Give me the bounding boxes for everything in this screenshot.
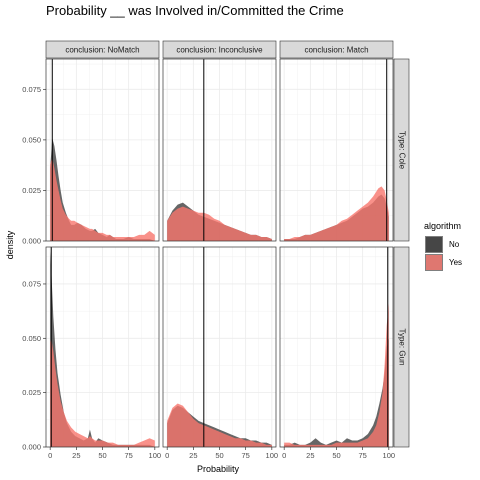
- density-area-yes: [284, 186, 389, 241]
- density-area-yes: [50, 338, 155, 447]
- y-tick-label: 0.000: [22, 443, 41, 452]
- legend-swatch-yes: [426, 255, 442, 270]
- y-tick-label: 0.025: [22, 388, 41, 397]
- column-strip-label: conclusion: NoMatch: [65, 46, 139, 55]
- x-tick-label: 25: [189, 451, 197, 460]
- panel-border: [279, 58, 394, 242]
- x-tick-label: 25: [306, 451, 314, 460]
- x-tick-label: 0: [48, 451, 52, 460]
- legend: algorithm No Yes: [424, 221, 462, 271]
- legend-swatch-no: [426, 237, 442, 252]
- y-tick-label: 0.075: [22, 85, 41, 94]
- legend-title: algorithm: [424, 221, 461, 231]
- column-strip: [162, 40, 277, 59]
- y-tick-label: 0.025: [22, 186, 41, 195]
- x-tick-label: 75: [241, 451, 249, 460]
- x-axis-title: Probability: [197, 464, 240, 474]
- row-strip: [393, 58, 410, 242]
- facet-panel: [45, 58, 160, 242]
- x-tick-label: 25: [72, 451, 80, 460]
- y-tick-label: 0.000: [22, 237, 41, 246]
- legend-label-no: No: [449, 240, 460, 249]
- row-strip-label: Type: Gun: [397, 329, 406, 366]
- density-area-yes: [50, 158, 155, 241]
- density-area-yes: [167, 403, 272, 447]
- column-strip-label: conclusion: Match: [304, 46, 368, 55]
- density-area-yes: [284, 303, 389, 447]
- column-strip-label: conclusion: Inconclusive: [176, 46, 263, 55]
- x-tick-label: 100: [149, 451, 162, 460]
- axes-layer: 0.000 0.025 0.050 0.075 0.000 0.025 0.050 0.075…: [22, 85, 395, 460]
- facet-panel: [45, 246, 160, 448]
- x-tick-label: 75: [358, 451, 366, 460]
- y-tick-label: 0.050: [22, 135, 41, 144]
- y-axis-title: density: [5, 230, 15, 259]
- panel-border: [45, 58, 160, 242]
- facet-panel: [162, 246, 277, 448]
- panel-border: [162, 58, 277, 242]
- x-tick-label: 100: [383, 451, 396, 460]
- column-strip: [45, 40, 160, 59]
- x-tick-label: 50: [215, 451, 223, 460]
- facet-panel: [162, 58, 277, 242]
- facet-panel: [279, 58, 394, 242]
- column-strip: [279, 40, 394, 59]
- row-strip-label: Type: Cole: [397, 131, 406, 170]
- x-tick-label: 75: [124, 451, 132, 460]
- x-tick-label: 0: [282, 451, 286, 460]
- facet-panel: [279, 246, 394, 448]
- x-tick-label: 50: [98, 451, 106, 460]
- panels-layer: conclusion: NoMatch conclusion: Inconclus…: [45, 40, 410, 448]
- y-tick-label: 0.075: [22, 279, 41, 288]
- legend-label-yes: Yes: [449, 258, 462, 267]
- x-tick-label: 0: [165, 451, 169, 460]
- density-area-yes: [167, 206, 272, 241]
- x-tick-label: 100: [266, 451, 279, 460]
- x-tick-label: 50: [332, 451, 340, 460]
- y-tick-label: 0.050: [22, 334, 41, 343]
- chart-title: Probability __ was Involved in/Committed…: [46, 3, 344, 18]
- row-strip: [393, 246, 410, 448]
